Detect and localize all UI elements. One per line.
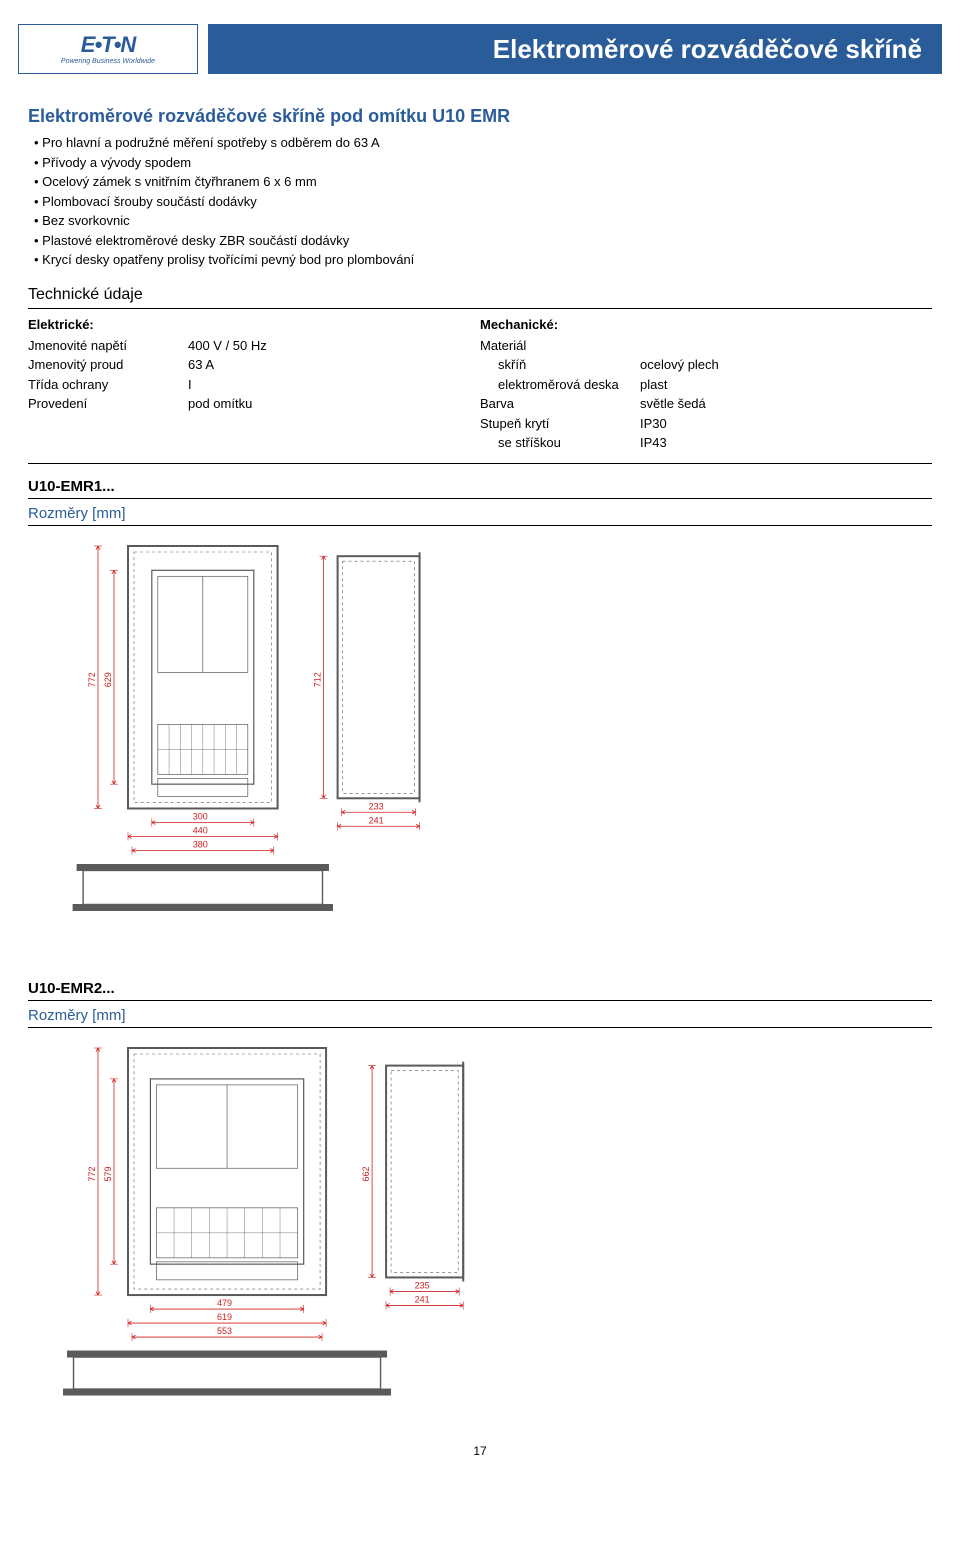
- model2-name: U10-EMR2...: [28, 976, 932, 1001]
- header: E•T•N Powering Business Worldwide Elektr…: [18, 18, 942, 88]
- svg-text:479: 479: [217, 1298, 232, 1308]
- svg-text:553: 553: [217, 1326, 232, 1336]
- spec-row: skříňocelový plech: [480, 355, 932, 375]
- spec-row: Provedenípod omítku: [28, 394, 480, 414]
- spec-key: Provedení: [28, 394, 188, 414]
- spec-row: Stupeň krytíIP30: [480, 414, 932, 434]
- spec-row: Jmenovité napětí400 V / 50 Hz: [28, 336, 480, 356]
- spec-key: skříň: [480, 355, 640, 375]
- spec-value: 63 A: [188, 355, 480, 375]
- mechanical-col: Mechanické: Materiálskříňocelový plechel…: [480, 317, 932, 453]
- spec-key: Třída ochrany: [28, 375, 188, 395]
- feature-item: Krycí desky opatřeny prolisy tvořícími p…: [34, 250, 932, 270]
- feature-item: Bez svorkovnic: [34, 211, 932, 231]
- feature-item: Plastové elektroměrové desky ZBR součást…: [34, 231, 932, 251]
- tech-table: Elektrické: Jmenovité napětí400 V / 50 H…: [28, 317, 932, 464]
- svg-text:772: 772: [87, 1166, 97, 1181]
- model2-drawings: 772 579 479 619 553 662 235 241: [28, 1038, 932, 1418]
- svg-text:662: 662: [361, 1166, 371, 1181]
- spec-value: IP30: [640, 414, 932, 434]
- model2-dim-label: Rozměry [mm]: [28, 1005, 932, 1028]
- svg-text:241: 241: [415, 1294, 430, 1304]
- mechanical-heading: Mechanické:: [480, 317, 932, 332]
- spec-value: IP43: [640, 433, 932, 453]
- spec-key: Jmenovité napětí: [28, 336, 188, 356]
- svg-text:241: 241: [369, 815, 384, 825]
- page-number: 17: [0, 1438, 960, 1468]
- svg-text:772: 772: [87, 672, 97, 687]
- spec-value: plast: [640, 375, 932, 395]
- spec-value: světle šedá: [640, 394, 932, 414]
- spec-row: Materiál: [480, 336, 932, 356]
- spec-key: se stříškou: [480, 433, 640, 453]
- model1-svg: 772 629 300 440 380 712 233 241: [28, 536, 748, 966]
- svg-text:579: 579: [103, 1166, 113, 1181]
- svg-text:629: 629: [103, 672, 113, 687]
- spec-row: se stříškouIP43: [480, 433, 932, 453]
- svg-text:233: 233: [369, 801, 384, 811]
- feature-item: Plombovací šrouby součástí dodávky: [34, 192, 932, 212]
- feature-item: Pro hlavní a podružné měření spotřeby s …: [34, 133, 932, 153]
- svg-text:619: 619: [217, 1312, 232, 1322]
- logo-tagline: Powering Business Worldwide: [61, 58, 155, 65]
- tech-heading: Technické údaje: [28, 286, 932, 309]
- svg-text:712: 712: [313, 672, 323, 687]
- spec-value: pod omítku: [188, 394, 480, 414]
- logo-text: E•T•N: [81, 34, 135, 56]
- spec-key: Jmenovitý proud: [28, 355, 188, 375]
- spec-row: Jmenovitý proud63 A: [28, 355, 480, 375]
- svg-text:300: 300: [193, 811, 208, 821]
- spec-value: [640, 336, 932, 356]
- spec-key: elektroměrová deska: [480, 375, 640, 395]
- spec-value: ocelový plech: [640, 355, 932, 375]
- svg-text:380: 380: [193, 839, 208, 849]
- product-subtitle: Elektroměrové rozváděčové skříně pod omí…: [28, 106, 932, 127]
- spec-value: 400 V / 50 Hz: [188, 336, 480, 356]
- spec-key: Barva: [480, 394, 640, 414]
- spec-value: I: [188, 375, 480, 395]
- model1-dim-label: Rozměry [mm]: [28, 503, 932, 526]
- model2-svg: 772 579 479 619 553 662 235 241: [28, 1038, 748, 1418]
- spec-row: elektroměrová deskaplast: [480, 375, 932, 395]
- model1-drawings: 772 629 300 440 380 712 233 241: [28, 536, 932, 966]
- svg-text:440: 440: [193, 825, 208, 835]
- feature-list: Pro hlavní a podružné měření spotřeby s …: [34, 133, 932, 270]
- spec-row: Barvasvětle šedá: [480, 394, 932, 414]
- page-title: Elektroměrové rozváděčové skříně: [208, 24, 942, 74]
- model1-name: U10-EMR1...: [28, 474, 932, 499]
- spec-row: Třída ochranyI: [28, 375, 480, 395]
- electrical-heading: Elektrické:: [28, 317, 480, 332]
- spec-key: Stupeň krytí: [480, 414, 640, 434]
- feature-item: Ocelový zámek s vnitřním čtyřhranem 6 x …: [34, 172, 932, 192]
- electrical-col: Elektrické: Jmenovité napětí400 V / 50 H…: [28, 317, 480, 453]
- spec-key: Materiál: [480, 336, 640, 356]
- feature-item: Přívody a vývody spodem: [34, 153, 932, 173]
- logo: E•T•N Powering Business Worldwide: [18, 24, 198, 74]
- svg-text:235: 235: [415, 1280, 430, 1290]
